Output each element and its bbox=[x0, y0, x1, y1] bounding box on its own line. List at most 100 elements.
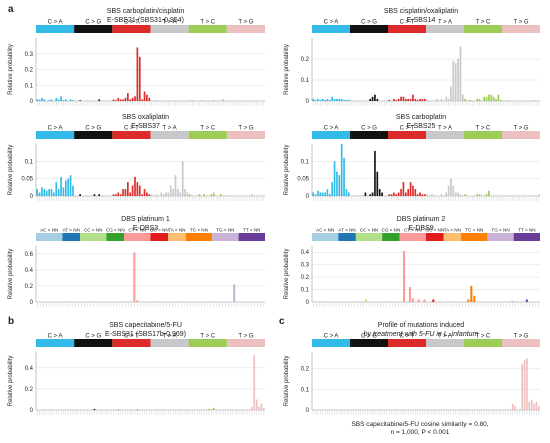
bar bbox=[376, 98, 379, 101]
bar bbox=[57, 189, 60, 196]
group-label: CC > NN bbox=[84, 228, 103, 233]
chart-panel: SBS oxaliplatin E-SBS37 C > A C > G C > T T >… bbox=[0, 110, 275, 206]
chart-panel: Profile of mutations induced by treatment… bbox=[276, 318, 550, 420]
group-label: T > A bbox=[438, 334, 452, 340]
bar bbox=[138, 185, 141, 196]
bar bbox=[347, 192, 350, 196]
bar bbox=[174, 175, 177, 196]
group-label: GC > NN bbox=[150, 228, 169, 233]
bar bbox=[371, 192, 374, 196]
bar bbox=[122, 189, 124, 196]
group-label: CC > NN bbox=[360, 228, 379, 233]
y-tick-label: 0.4 bbox=[25, 366, 34, 372]
bar bbox=[69, 99, 72, 101]
group-color-strip bbox=[36, 25, 75, 33]
y-tick-label: 0.4 bbox=[25, 268, 34, 274]
group-label: AT > NN bbox=[63, 228, 80, 233]
group-color-strip bbox=[388, 339, 426, 347]
chart-panel: DBS platinum 1 E-DBS3 AC > NN AT > NN CC > N… bbox=[0, 212, 275, 312]
bar bbox=[55, 97, 58, 101]
y-tick-label: 0.2 bbox=[301, 275, 310, 281]
bar bbox=[155, 100, 158, 101]
bar bbox=[314, 194, 317, 196]
bar bbox=[450, 178, 452, 196]
bar bbox=[530, 399, 533, 410]
y-tick-label: 0 bbox=[30, 194, 34, 200]
bar bbox=[381, 192, 383, 196]
group-color-strip bbox=[150, 131, 189, 139]
bar bbox=[50, 99, 53, 101]
group-label: T > G bbox=[238, 334, 253, 340]
bar bbox=[376, 171, 379, 196]
group-label: AC > NN bbox=[316, 228, 334, 233]
bar bbox=[150, 194, 153, 196]
bar bbox=[528, 401, 531, 410]
bar bbox=[143, 91, 146, 101]
bar bbox=[203, 194, 206, 196]
group-color-strip bbox=[74, 25, 113, 33]
bar bbox=[407, 189, 410, 196]
y-axis-label: Relative probability bbox=[8, 356, 14, 407]
chart-subtitle: by treatment with 5-FU in L. infantum bbox=[364, 331, 479, 338]
bar bbox=[473, 295, 476, 302]
bar bbox=[403, 250, 406, 302]
group-color-strip bbox=[355, 233, 383, 241]
bar bbox=[210, 194, 213, 196]
group-color-strip bbox=[464, 131, 502, 139]
chart-title: Profile of mutations induced bbox=[378, 322, 464, 329]
bar bbox=[312, 98, 315, 101]
bar bbox=[338, 175, 341, 196]
y-tick-label: 0.2 bbox=[301, 367, 310, 373]
y-tick-label: 0 bbox=[30, 300, 34, 306]
bar bbox=[483, 96, 486, 101]
y-tick-label: 0 bbox=[306, 300, 310, 306]
group-label: C > A bbox=[324, 334, 339, 340]
bar bbox=[514, 405, 516, 410]
bar bbox=[416, 99, 419, 101]
bar bbox=[141, 99, 143, 101]
group-label: C > T bbox=[124, 20, 139, 26]
bar bbox=[210, 409, 213, 411]
chart-subtitle: E-DBS9 bbox=[408, 225, 433, 232]
group-color-strip bbox=[36, 233, 63, 241]
group-color-strip bbox=[188, 131, 227, 139]
bar bbox=[485, 96, 488, 101]
bar bbox=[251, 194, 253, 196]
bar bbox=[43, 99, 46, 101]
bar bbox=[200, 100, 203, 101]
bar bbox=[426, 194, 429, 196]
bar bbox=[57, 99, 60, 101]
bar bbox=[537, 405, 540, 410]
bar bbox=[533, 403, 535, 410]
group-color-strip bbox=[80, 233, 107, 241]
bar bbox=[189, 194, 191, 196]
bar bbox=[169, 185, 172, 196]
bar bbox=[464, 194, 467, 196]
bar bbox=[115, 194, 117, 196]
group-label: T > C bbox=[476, 334, 491, 340]
group-color-strip bbox=[464, 339, 502, 347]
bar bbox=[167, 192, 170, 196]
bar bbox=[417, 299, 420, 302]
chart-svg: SBS carboplatin E-SBS25 C > A C > G C > T T >… bbox=[284, 114, 540, 201]
bar bbox=[435, 98, 438, 101]
chart-title: SBS carboplatin/cisplatin bbox=[107, 8, 185, 15]
bar bbox=[369, 194, 372, 196]
bar bbox=[336, 171, 338, 196]
group-color-strip bbox=[212, 233, 239, 241]
bar bbox=[255, 399, 258, 410]
group-label: C > G bbox=[85, 20, 101, 26]
group-label: TG > NN bbox=[491, 228, 509, 233]
group-label: T > A bbox=[163, 20, 177, 26]
bar bbox=[345, 99, 348, 101]
bar bbox=[79, 194, 81, 196]
bar bbox=[397, 192, 400, 196]
group-label: AC > NN bbox=[40, 228, 58, 233]
bar bbox=[124, 97, 127, 101]
bar bbox=[134, 96, 136, 101]
bar bbox=[390, 194, 393, 196]
chart-panel: DBS platinum 2 E-DBS9 AC > NN AT > NN CC > N… bbox=[276, 212, 550, 312]
bar bbox=[36, 189, 39, 196]
y-tick-label: 0.3 bbox=[301, 263, 310, 269]
group-label: T > G bbox=[238, 126, 253, 132]
